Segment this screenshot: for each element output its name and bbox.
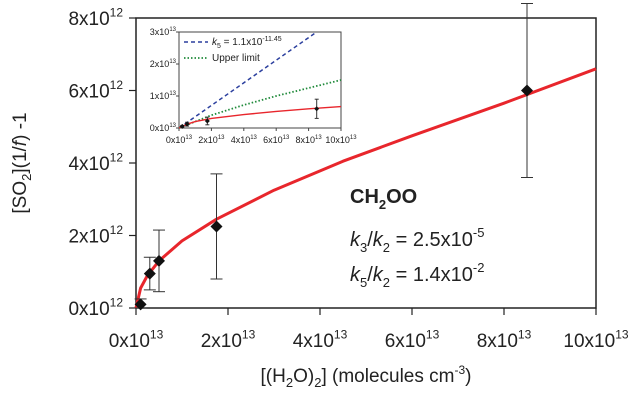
svg-text:CH2OO: CH2OO <box>350 186 417 212</box>
inset-data-points <box>179 98 320 129</box>
annotation-k3-ratio: k3/k2 = 2.5x10-5 <box>350 225 484 255</box>
inset-x-tick-label: 8x1013 <box>295 135 322 145</box>
svg-text:k5/k2 = 1.4x10-2: k5/k2 = 1.4x10-2 <box>350 260 484 290</box>
inset-x-tick-label: 6x1013 <box>263 135 290 145</box>
y-tick-label: 4x1012 <box>68 150 123 175</box>
x-tick-label: 8x1013 <box>477 327 532 352</box>
inset-legend: k5 = 1.1x10-11.45 Upper limit <box>184 36 282 64</box>
inset-y-tick-label: 3x1013 <box>150 27 177 37</box>
inset-ticks: 0x1013 2x1013 4x1013 6x1013 8x1013 10x1013 0x1… <box>150 27 357 145</box>
y-tick-label: 0x1012 <box>68 295 123 320</box>
inset-data-point <box>204 118 210 124</box>
inset-y-tick-label: 0x1013 <box>150 123 177 133</box>
main-ticks: 0x1013 2x1013 4x1013 6x1013 8x1013 10x10130x1… <box>68 5 628 352</box>
legend-label-upper-limit: Upper limit <box>212 53 260 64</box>
data-point <box>210 220 223 233</box>
annotation-species-main: CH <box>350 186 379 208</box>
y-tick-label: 8x1012 <box>68 5 123 30</box>
inset-x-tick-label: 0x1013 <box>166 135 193 145</box>
inset-x-tick-label: 10x1013 <box>325 135 357 145</box>
x-tick-label: 2x1013 <box>201 327 256 352</box>
x-tick-label: 10x1013 <box>563 327 628 352</box>
legend-label-k5: k5 = 1.1x10-11.45 <box>212 36 282 50</box>
y-axis-label: [SO2](1/f) -1 <box>10 112 34 213</box>
inset-data-point <box>314 106 320 112</box>
data-point <box>153 254 165 267</box>
inset-data-point <box>179 123 185 129</box>
inset-data-point <box>184 121 190 127</box>
annotation-k5-ratio: k5/k2 = 1.4x10-2 <box>350 260 484 290</box>
data-point <box>521 84 533 97</box>
inset-y-tick-label: 1x1013 <box>150 91 177 101</box>
main-data-points <box>134 3 533 311</box>
x-axis-label: [(H2O)2] (molecules cm-3) <box>261 363 472 390</box>
x-tick-label: 4x1013 <box>293 327 348 352</box>
y-tick-label: 2x1012 <box>68 223 123 248</box>
inset-y-tick-label: 2x1013 <box>150 59 177 69</box>
annotation-species: CH2OO <box>350 186 417 212</box>
data-point <box>134 298 147 311</box>
inset-x-tick-label: 4x1013 <box>231 135 258 145</box>
inset-x-tick-label: 2x1013 <box>198 135 225 145</box>
data-point <box>143 267 156 280</box>
x-tick-label: 0x1013 <box>109 327 164 352</box>
svg-text:k3/k2 = 2.5x10-5: k3/k2 = 2.5x10-5 <box>350 225 484 255</box>
y-tick-label: 6x1012 <box>68 78 123 103</box>
x-tick-label: 6x1013 <box>385 327 440 352</box>
